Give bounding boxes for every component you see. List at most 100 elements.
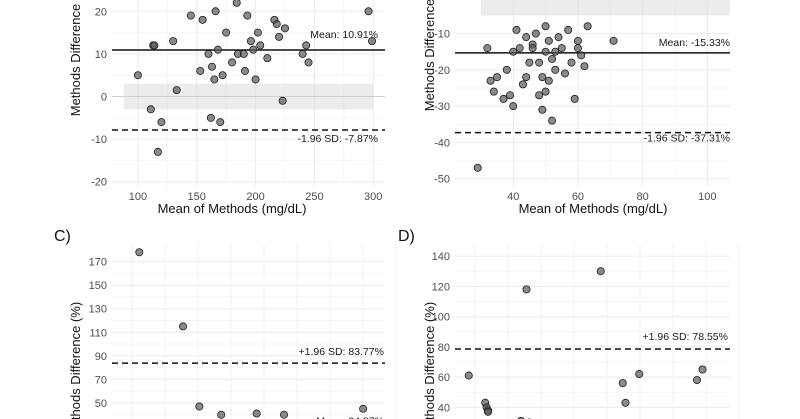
data-point — [512, 25, 521, 34]
data-point — [249, 45, 258, 54]
data-point — [522, 285, 531, 294]
data-point — [509, 47, 518, 56]
data-point — [298, 49, 307, 58]
data-point — [528, 44, 537, 53]
data-point — [217, 410, 226, 419]
y-tick-label: 100 — [432, 312, 450, 324]
data-point — [210, 75, 219, 84]
data-point — [544, 36, 553, 45]
y-tick-label: 110 — [89, 327, 107, 339]
data-point — [502, 65, 511, 74]
x-tick-label: 60 — [572, 191, 584, 203]
data-point — [505, 91, 514, 100]
data-point — [204, 49, 213, 58]
panel-b-lower-label: -1.96 SD: -37.31% — [644, 133, 730, 145]
data-point — [535, 58, 544, 67]
data-point — [252, 409, 261, 418]
data-point — [541, 22, 550, 31]
data-point — [280, 24, 289, 33]
panel-c-label: C) — [54, 228, 71, 245]
x-tick-label: 100 — [698, 191, 716, 203]
data-point — [621, 398, 630, 407]
data-point — [544, 76, 553, 85]
data-point — [618, 379, 627, 388]
y-tick-label: 140 — [432, 251, 450, 263]
data-point — [198, 15, 207, 24]
data-point — [253, 28, 262, 37]
data-point — [538, 73, 547, 82]
data-point — [275, 32, 284, 41]
data-point — [489, 87, 498, 96]
data-point — [240, 66, 249, 75]
data-point — [493, 73, 502, 82]
panel-b-x-axis-title: Mean of Methods (mg/dL) — [519, 201, 668, 216]
data-point — [302, 41, 311, 50]
data-point — [531, 29, 540, 38]
data-point — [573, 36, 582, 45]
x-tick-label: 150 — [188, 191, 206, 203]
data-point — [548, 116, 557, 125]
panel-b-shaded-band — [480, 0, 730, 16]
data-point — [522, 33, 531, 42]
y-tick-label: 90 — [95, 351, 107, 363]
data-point — [135, 248, 144, 257]
data-point — [561, 69, 570, 78]
panel-b-group: Mean: -15.33% -1.96 SD: -37.31% -50 -40 -30 -… — [422, 0, 730, 216]
data-point — [564, 25, 573, 34]
data-point — [216, 118, 225, 127]
x-tick-label: 200 — [246, 191, 264, 203]
data-point — [535, 91, 544, 100]
data-point — [486, 76, 495, 85]
data-point — [133, 71, 142, 80]
panel-d-label: D) — [398, 228, 415, 245]
panel-a-group: Mean: 10.91% -1.96 SD: -7.87% -20 -10 0 10 20 1… — [68, 0, 385, 216]
data-point — [243, 11, 252, 20]
x-tick-label: 40 — [507, 191, 519, 203]
data-point — [635, 370, 644, 379]
data-point — [211, 7, 220, 16]
y-tick-label: 130 — [89, 304, 107, 316]
data-point — [186, 11, 195, 20]
data-point — [153, 147, 162, 156]
data-point — [518, 80, 527, 89]
data-point — [208, 62, 217, 71]
y-tick-label: 120 — [432, 281, 450, 293]
y-tick-label: -40 — [434, 137, 450, 149]
panel-c-upper-label: +1.96 SD: 83.77% — [298, 346, 384, 358]
panel-d-upper-label: +1.96 SD: 78.55% — [642, 331, 728, 343]
data-point — [554, 33, 563, 42]
y-tick-label: 20 — [95, 6, 107, 18]
data-point — [567, 58, 576, 67]
data-point — [698, 365, 707, 374]
data-point — [232, 0, 241, 7]
y-tick-label: 40 — [438, 402, 450, 414]
data-point — [304, 58, 313, 67]
data-point — [272, 20, 281, 29]
data-point — [509, 102, 518, 111]
data-point — [538, 105, 547, 114]
y-tick-label: 0 — [101, 92, 107, 104]
panel-a-mean-label: Mean: 10.91% — [310, 29, 378, 41]
data-point — [548, 54, 557, 63]
y-tick-label: -30 — [434, 101, 450, 113]
data-point — [246, 37, 255, 46]
panel-c-mean-label: Mean: 24.87% — [316, 416, 384, 419]
y-tick-label: -20 — [91, 177, 107, 189]
panel-c-y-axis-title: Methods Difference (%) — [68, 302, 83, 419]
data-point — [609, 36, 618, 45]
data-point — [464, 371, 473, 380]
x-tick-label: 100 — [129, 191, 147, 203]
panel-b-y-axis-title: Methods Difference — [422, 0, 437, 111]
data-point — [583, 22, 592, 31]
data-point — [172, 86, 181, 95]
data-point — [499, 94, 508, 103]
data-point — [541, 47, 550, 56]
panel-b-mean-label: Mean: -15.33% — [659, 37, 730, 49]
data-point — [596, 267, 605, 276]
data-point — [364, 7, 373, 16]
data-point — [368, 37, 377, 46]
data-point — [256, 41, 265, 50]
y-tick-label: 80 — [438, 342, 450, 354]
